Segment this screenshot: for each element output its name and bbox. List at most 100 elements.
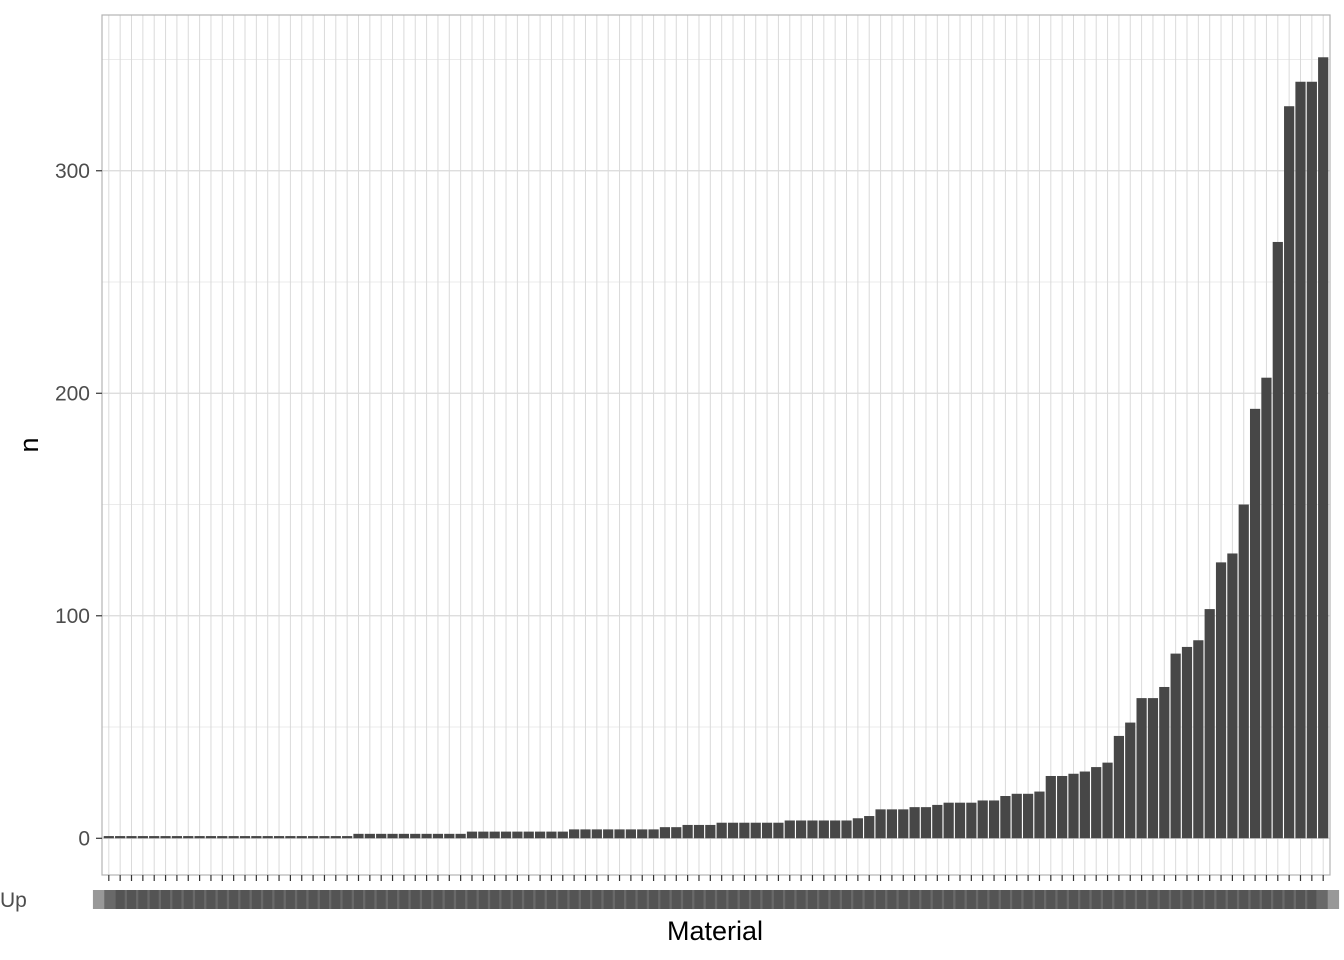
bar	[421, 833, 432, 839]
bar	[455, 833, 466, 839]
bar	[818, 820, 829, 839]
bar	[761, 822, 773, 839]
bar	[546, 831, 557, 839]
bar	[1295, 81, 1306, 839]
bar	[750, 822, 761, 839]
bar	[1034, 791, 1045, 839]
bar	[1011, 793, 1022, 839]
bar	[1068, 773, 1079, 839]
bar	[1170, 653, 1181, 839]
bar	[398, 833, 409, 839]
bar	[183, 836, 194, 839]
bar	[1102, 762, 1113, 839]
bar	[591, 829, 602, 839]
bar	[1284, 106, 1295, 839]
bar	[637, 829, 648, 839]
bar	[705, 824, 716, 839]
bar	[512, 831, 523, 839]
bar	[1215, 562, 1227, 839]
y-axis: 0 100 200 300	[55, 160, 102, 850]
bar	[1000, 796, 1011, 839]
bar	[285, 836, 296, 839]
bar	[376, 833, 387, 839]
bar	[648, 829, 659, 839]
bar	[262, 836, 273, 839]
bar	[171, 836, 183, 839]
bar	[988, 800, 1000, 839]
bars	[103, 57, 1329, 839]
bar	[444, 833, 455, 839]
bar	[115, 836, 126, 839]
bar	[330, 836, 341, 839]
bar	[977, 800, 988, 839]
bar	[727, 822, 739, 839]
bar	[387, 833, 398, 839]
bar	[852, 818, 863, 839]
y-tick-label: 200	[55, 382, 90, 405]
bar	[830, 820, 841, 839]
bar	[886, 809, 898, 839]
bar	[1249, 408, 1261, 839]
bar	[739, 822, 750, 839]
x-tick-label: Up	[0, 889, 27, 912]
y-tick-label: 0	[78, 827, 90, 850]
bar	[534, 831, 546, 839]
bar	[671, 827, 682, 839]
y-tick-label: 300	[55, 160, 90, 183]
bar	[364, 833, 375, 839]
bar	[205, 836, 217, 839]
bar	[1306, 81, 1317, 839]
bar	[217, 836, 228, 839]
bar	[1261, 377, 1272, 839]
panel-border	[101, 14, 1331, 876]
bar	[864, 816, 875, 839]
bar	[898, 809, 909, 839]
bar	[1045, 775, 1056, 839]
bar	[1159, 686, 1170, 839]
bar	[1057, 775, 1068, 839]
bar	[489, 831, 500, 839]
bar	[625, 829, 636, 839]
bar	[569, 829, 580, 839]
bar	[1091, 767, 1102, 839]
bar	[659, 827, 671, 839]
bar	[841, 820, 852, 839]
bar	[432, 833, 444, 839]
bar	[682, 824, 693, 839]
bar	[307, 836, 319, 839]
bar	[478, 831, 489, 839]
bar	[932, 804, 943, 839]
bar	[1193, 640, 1204, 839]
bar	[353, 833, 364, 839]
bar	[580, 829, 591, 839]
bar	[239, 836, 251, 839]
bar	[557, 831, 568, 839]
bar	[126, 836, 137, 839]
bar	[1113, 735, 1125, 839]
bar	[228, 836, 239, 839]
bar	[103, 836, 114, 839]
bar	[466, 831, 478, 839]
bar	[296, 836, 307, 839]
bar	[920, 807, 932, 839]
bar	[796, 820, 807, 839]
bar	[1272, 241, 1283, 839]
bar	[909, 807, 920, 839]
bar	[319, 836, 330, 839]
bar	[1125, 722, 1136, 839]
bar	[500, 831, 512, 839]
bar	[273, 836, 285, 839]
bar	[966, 802, 977, 839]
bar	[1023, 793, 1034, 839]
bar	[410, 833, 421, 839]
bar	[137, 836, 148, 839]
bar	[875, 809, 886, 839]
x-axis-title: Material	[667, 916, 763, 946]
bar	[160, 836, 171, 839]
x-tick-label	[1307, 890, 1340, 909]
bar	[1079, 771, 1090, 839]
y-axis-title: n	[14, 437, 44, 452]
bar	[603, 829, 614, 839]
grid-lines	[102, 15, 1330, 875]
